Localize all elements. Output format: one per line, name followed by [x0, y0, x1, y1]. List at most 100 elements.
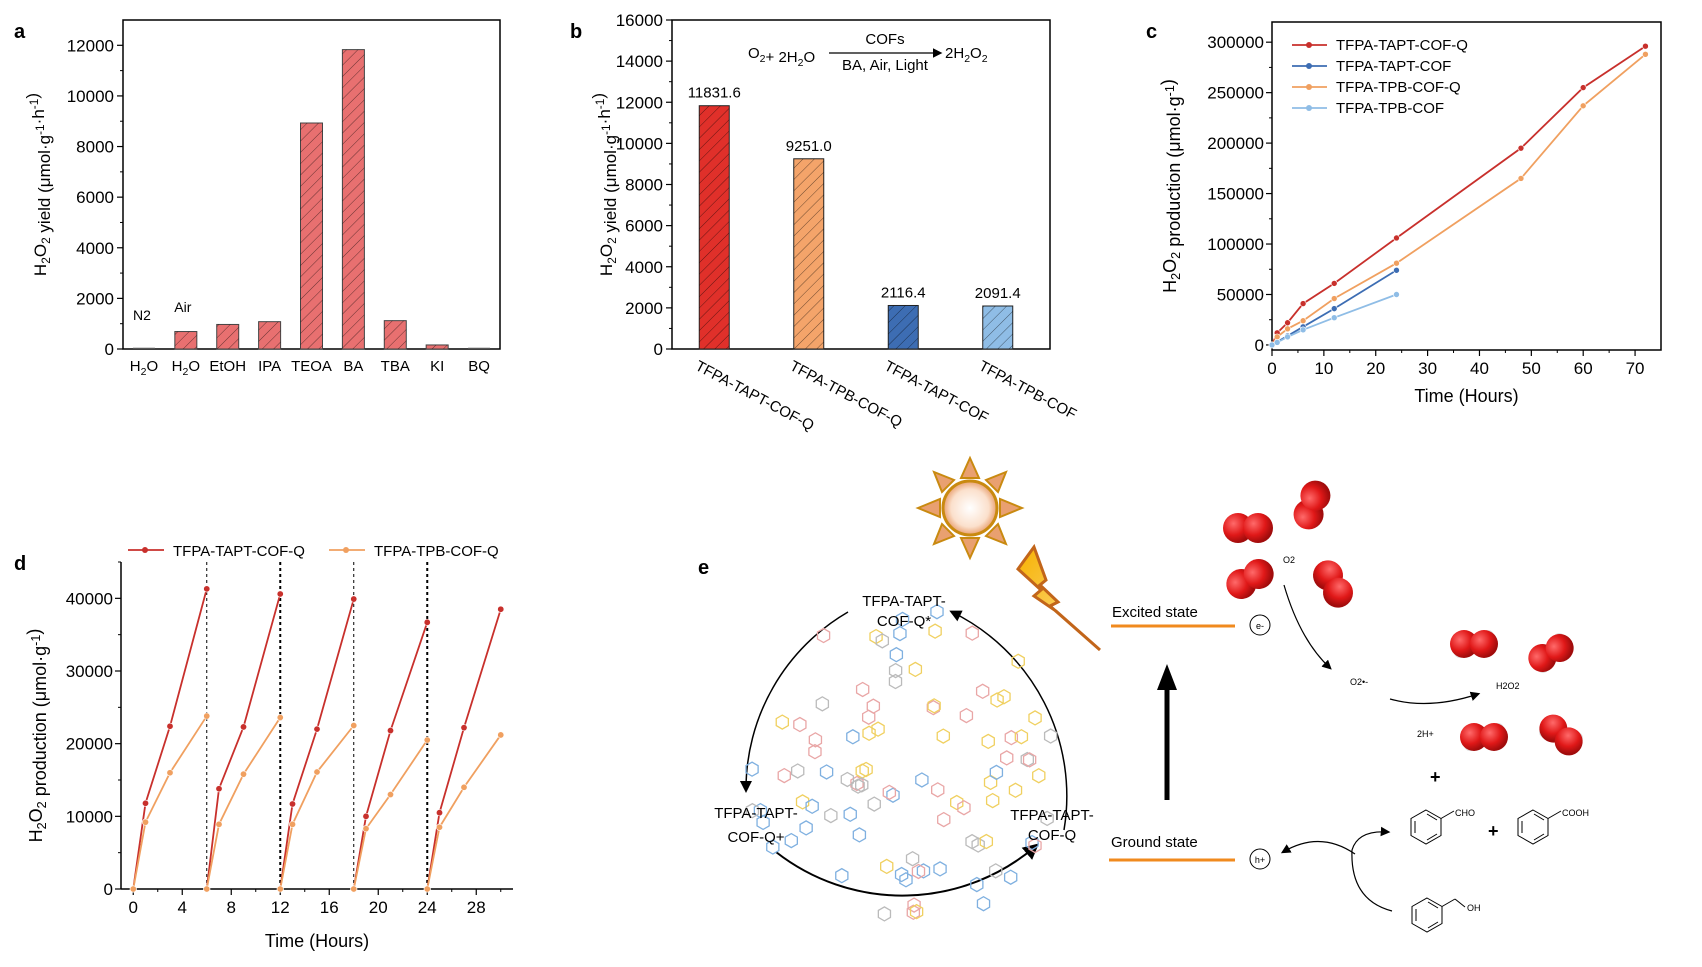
ring [971, 837, 985, 853]
ring [1028, 837, 1042, 854]
data-point [1330, 305, 1338, 312]
bar-hatch [342, 49, 365, 350]
data-point [350, 595, 358, 603]
equation-left: O2+ 2H2O [748, 45, 815, 69]
y-axis-label: H2O2 production (μmol·g-1) [24, 629, 50, 843]
legend-label: TFPA-TAPT-COF-Q [1336, 37, 1468, 54]
ring [981, 733, 995, 750]
ring [990, 692, 1004, 708]
scheme-e-mechanism: TFPA-TAPT- COF-Q* TFPA-TAPT- COF-Q+ TFPA… [714, 455, 1589, 933]
legend-marker [142, 547, 148, 553]
ring [866, 698, 881, 714]
data-point [362, 825, 370, 833]
y-tick-label: 2000 [76, 289, 114, 308]
y-tick-label: 2000 [625, 299, 663, 318]
oxidation-arrow [1351, 826, 1393, 912]
series-line [352, 622, 429, 890]
plus-sign-1: + [1430, 767, 1441, 787]
bar-hatch [699, 105, 730, 349]
ring [745, 761, 759, 777]
data-point [313, 768, 321, 776]
y-tick-label: 6000 [76, 188, 114, 207]
o2-label: O2 [1283, 555, 1295, 565]
oxygen-atom [1450, 630, 1478, 658]
ring [957, 799, 971, 816]
x-axis-label: Time (Hours) [265, 931, 369, 951]
ring [908, 661, 923, 678]
x-tick-label: 40 [1470, 359, 1489, 378]
legend-marker [1306, 105, 1312, 111]
ring [815, 696, 830, 712]
equation-right: 2H2O2 [945, 45, 988, 65]
ring [1003, 869, 1018, 885]
ring [888, 673, 903, 690]
y-tick-label: 0 [104, 880, 113, 899]
data-point [288, 800, 296, 808]
data-point [497, 731, 505, 739]
ring [1028, 710, 1042, 726]
ring [855, 763, 869, 779]
x-tick-label: 28 [467, 898, 486, 917]
data-point [142, 799, 150, 807]
oxygen-atom [1300, 480, 1331, 511]
series-line [132, 715, 208, 890]
y-tick-label: 8000 [76, 138, 114, 157]
y-tick-label: 10000 [67, 87, 114, 106]
ring [930, 603, 944, 620]
x-tick-label: TFPA-TPB-COF [976, 358, 1079, 424]
ring [1022, 752, 1037, 768]
data-point [350, 885, 358, 893]
ring [756, 814, 770, 831]
ring [835, 867, 849, 884]
label-oxidized-cof-l1: TFPA-TAPT- [714, 805, 798, 822]
data-point [129, 885, 137, 893]
legend-label: TFPA-TAPT-COF [1336, 58, 1451, 75]
data-point [1284, 325, 1291, 333]
legend-marker [343, 547, 349, 553]
ring [895, 611, 910, 628]
chart-b-cof-yield: 0 2000 4000 6000 8000 10000 12000 14000 16000 118… [589, 11, 1079, 434]
cycle-arrow-excited-to-oxidized [739, 611, 849, 793]
label-excited-cof-l1: TFPA-TAPT- [862, 593, 946, 610]
series-line [426, 608, 502, 890]
ring [851, 778, 865, 794]
y-tick-label: 0 [105, 340, 114, 359]
oxygen-atom [1460, 723, 1488, 751]
ring [928, 623, 942, 639]
x-tick-label: IPA [258, 358, 281, 375]
sun-icon [915, 455, 1025, 561]
cycle-arrow-oxidized-to-ground [775, 843, 1040, 897]
h2o2-molecule [1450, 630, 1498, 658]
x-tick-label: EtOH [209, 358, 246, 375]
benzaldehyde-structure [1410, 809, 1455, 845]
data-point [1284, 319, 1291, 327]
legend-marker [1306, 84, 1312, 90]
x-tick-label: BQ [468, 358, 490, 375]
data-point [350, 721, 358, 729]
bar-hatch [300, 123, 323, 349]
series-line [132, 588, 208, 890]
y-axis-label: H2O2 production (μmol·g-1) [1158, 79, 1184, 293]
ring [893, 625, 907, 642]
ring [846, 729, 860, 745]
data-point [1299, 300, 1307, 307]
data-point [1330, 280, 1338, 287]
data-point [1330, 295, 1338, 302]
data-point [1268, 341, 1276, 349]
y-tick-label: 4000 [76, 239, 114, 258]
ring [899, 872, 913, 888]
ring [965, 625, 979, 641]
cooh-label: COOH [1562, 808, 1589, 818]
series-line [205, 717, 282, 890]
ring [808, 743, 822, 760]
ring [959, 707, 974, 724]
x-tick-label: KI [430, 358, 444, 375]
benzyl-alcohol-structure [1411, 897, 1466, 933]
o2-molecule [1313, 560, 1353, 608]
protonation-arrow [1389, 691, 1481, 705]
ring [1008, 782, 1023, 799]
data-label: 2116.4 [881, 284, 926, 301]
ring [745, 802, 760, 819]
ring [907, 897, 921, 913]
